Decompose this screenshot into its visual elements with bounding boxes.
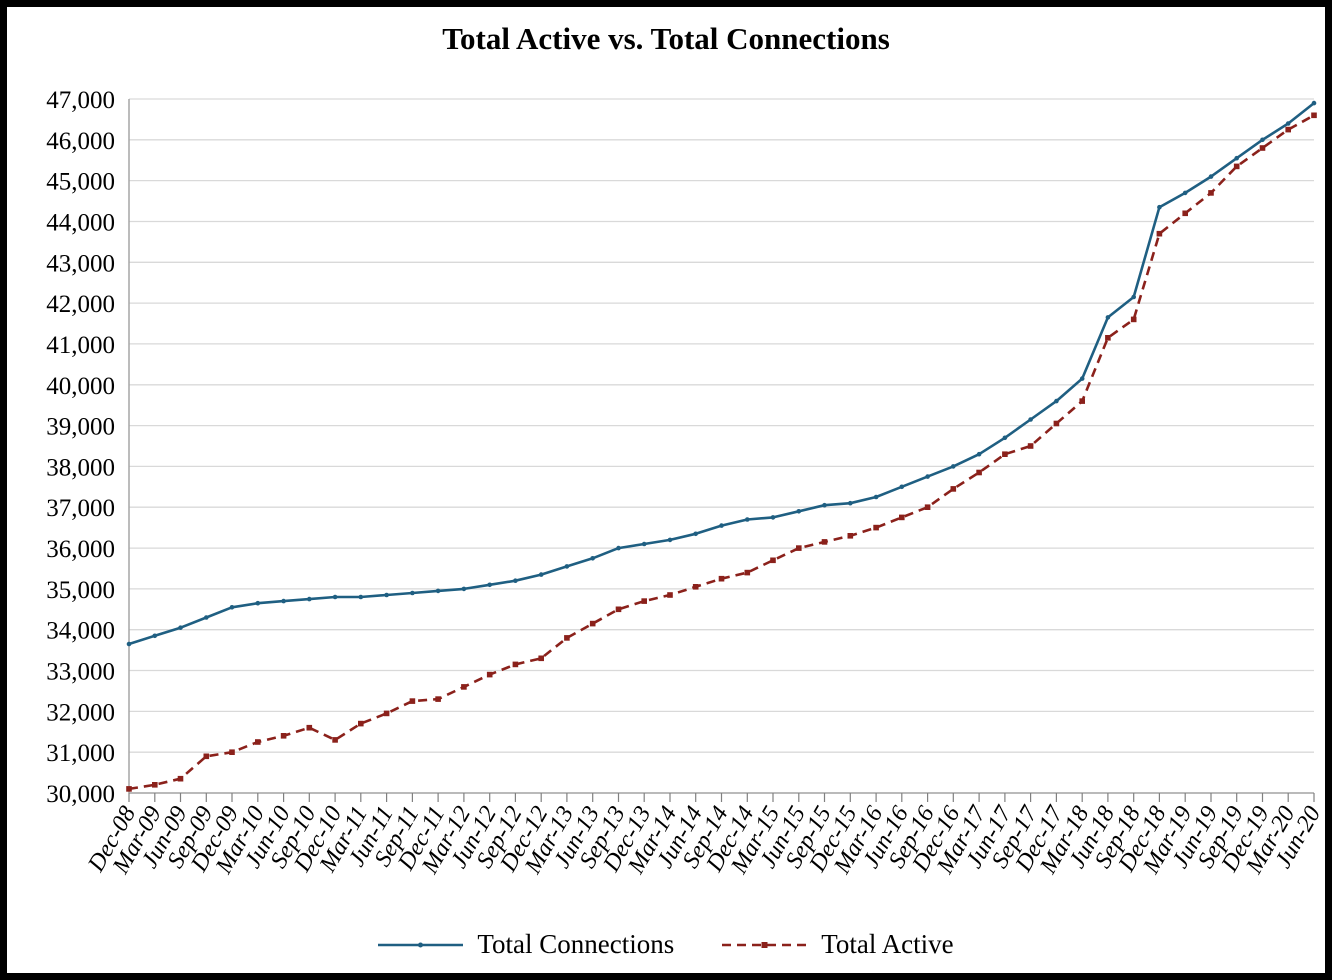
svg-text:31,000: 31,000: [46, 740, 115, 767]
chart-title: Total Active vs. Total Connections: [442, 21, 890, 56]
svg-text:40,000: 40,000: [46, 373, 115, 400]
svg-text:43,000: 43,000: [46, 250, 115, 277]
svg-text:32,000: 32,000: [46, 699, 115, 726]
svg-text:41,000: 41,000: [46, 332, 115, 359]
y-axis-labels: 30,000 31,000 32,000 33,000 34,000 35,000 36,0…: [46, 87, 115, 808]
svg-text:33,000: 33,000: [46, 659, 115, 686]
svg-text:46,000: 46,000: [46, 128, 115, 155]
gridlines: [129, 98, 1314, 794]
svg-text:47,000: 47,000: [46, 87, 115, 114]
plot-area: 30,000 31,000 32,000 33,000 34,000 35,000 36,0…: [46, 87, 1325, 879]
svg-text:44,000: 44,000: [46, 210, 115, 237]
x-axis-ticks: [128, 793, 1315, 802]
legend-label-total-active: Total Active: [821, 929, 954, 959]
total-connections-line-swatch-icon: [378, 942, 464, 947]
svg-text:45,000: 45,000: [46, 169, 115, 196]
svg-text:35,000: 35,000: [46, 577, 115, 604]
svg-text:36,000: 36,000: [46, 536, 115, 563]
svg-text:30,000: 30,000: [46, 781, 115, 808]
x-axis-labels: Dec-08Mar-09Jun-09Sep-09Dec-09Mar-10Jun-…: [83, 801, 1325, 879]
svg-text:42,000: 42,000: [46, 291, 115, 318]
total-connections-markers: [126, 100, 1317, 647]
legend: Total Connections Total Active: [7, 929, 1325, 960]
total-active-line-swatch-icon: [722, 941, 808, 948]
svg-text:38,000: 38,000: [46, 454, 115, 481]
legend-item-total-active: Total Active: [722, 929, 954, 960]
svg-text:39,000: 39,000: [46, 414, 115, 441]
total-active-markers: [126, 112, 1317, 792]
svg-text:34,000: 34,000: [46, 618, 115, 645]
svg-text:37,000: 37,000: [46, 495, 115, 522]
legend-label-total-connections: Total Connections: [477, 929, 675, 959]
total-active-line: [128, 114, 1315, 791]
total-connections-line: [128, 102, 1315, 646]
legend-item-total-connections: Total Connections: [378, 929, 674, 960]
